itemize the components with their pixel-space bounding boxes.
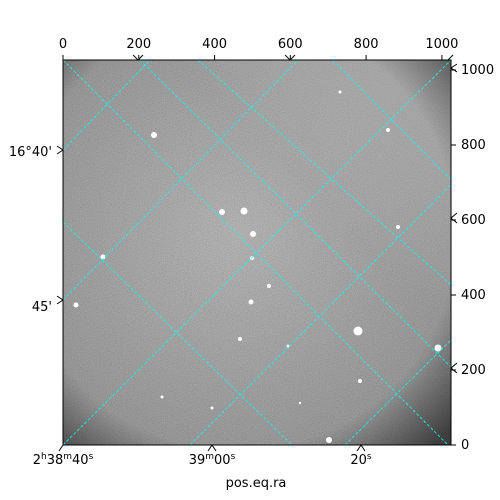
star [250,231,256,237]
right-tick-label: 600 [461,213,486,228]
world-tick [450,212,458,219]
ra-tick-label: 20s [350,452,372,468]
star [267,284,271,288]
grid-line [63,60,151,151]
grid-line [63,221,293,445]
star [434,344,442,352]
world-tick [284,54,291,61]
star [100,254,106,260]
world-tick [56,145,64,151]
top-tick-label: 0 [59,37,67,52]
grid-line [63,60,451,445]
star [73,302,79,308]
world-tick [450,63,458,69]
star [298,401,302,405]
sky-image [63,60,451,445]
right-tick-label: 1000 [461,63,494,78]
world-tick [137,54,144,61]
world-tick [56,299,64,305]
ra-tick-label: 2h38m40s [33,452,94,468]
world-tick [450,367,458,374]
world-tick [211,444,217,452]
top-tick-label: 800 [354,37,379,52]
star [386,128,390,132]
world-tick [56,149,64,155]
star [210,406,214,410]
world-tick [132,54,139,61]
x-axis-label: pos.eq.ra [226,476,287,491]
image-frame [62,59,452,446]
grid-line [332,60,451,181]
right-tick-label: 800 [461,138,486,153]
star [396,225,400,229]
world-tick [450,217,458,224]
star [238,337,242,341]
right-tick-label: 0 [461,438,469,453]
world-tick [356,444,362,452]
world-tick [207,444,213,452]
ra-tick-label: 39m00s [189,452,236,468]
star [151,132,157,138]
star [240,207,248,215]
dec-tick-label: 16°40' [9,145,52,160]
world-tick [450,67,458,73]
world-tick [58,444,64,452]
star [248,299,254,305]
star [338,90,342,94]
top-tick-label: 400 [202,37,227,52]
right-tick-label: 400 [461,288,486,303]
world-tick [450,362,458,369]
coordinate-grid [63,60,451,445]
star [286,344,290,348]
right-pixel-axis: 0 200 400 600 800 1000 [461,63,494,453]
star [219,209,225,215]
world-tick [56,295,64,301]
world-tick [289,54,296,61]
grid-line [139,60,451,368]
dec-tick-label: 45' [32,300,52,315]
world-tick [447,54,454,61]
top-tick-label: 600 [278,37,303,52]
star [160,395,164,399]
top-tick-label: 200 [126,37,151,52]
right-tick-label: 200 [461,363,486,378]
top-tick-label: 1000 [425,37,458,52]
star [353,326,363,336]
world-tick [360,444,366,452]
star [358,379,362,383]
grid-line [197,60,451,286]
ra-axis: 2h38m40s 39m00s 20s [33,452,372,468]
grid-line [63,60,449,445]
grid-line [189,184,451,445]
world-axis-ticks [56,54,458,452]
grid-line [63,60,299,301]
dec-axis: 16°40' 45' [9,145,52,315]
top-pixel-axis: 0 200 400 600 800 1000 [59,37,459,52]
star [326,437,332,443]
